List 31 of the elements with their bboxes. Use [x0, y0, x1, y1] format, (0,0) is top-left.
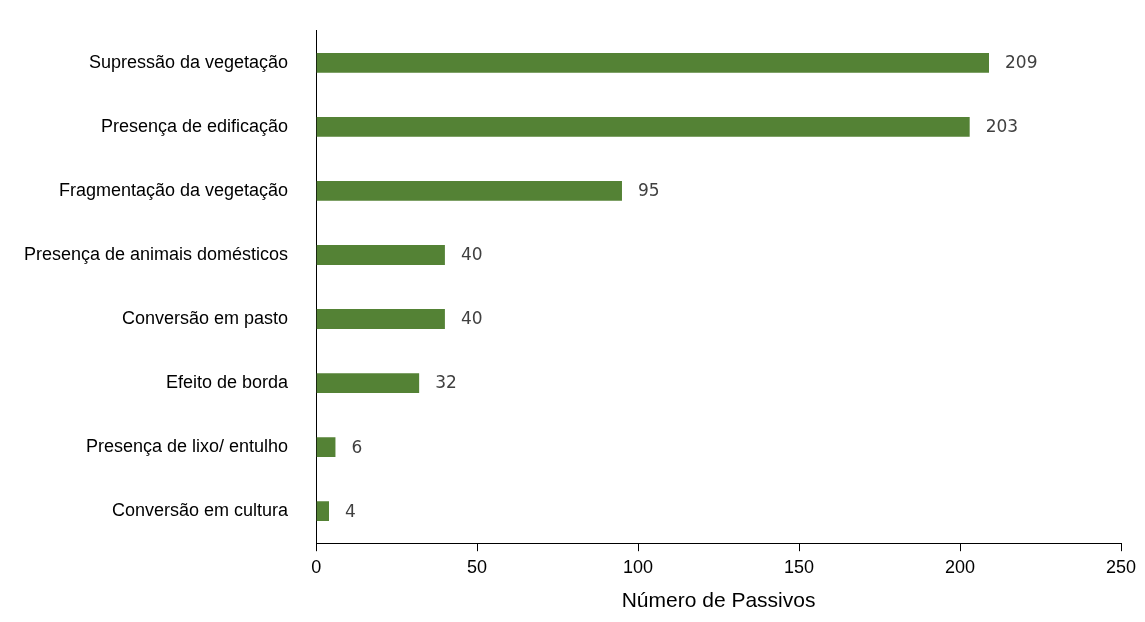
y-tick-label: Presença de animais domésticos: [23, 243, 289, 264]
data-label: 209: [1005, 52, 1038, 73]
data-label: 6: [351, 436, 363, 457]
bar: [316, 501, 330, 522]
y-tick-label: Presença de edificação: [101, 115, 289, 136]
data-label: 95: [637, 180, 660, 201]
x-tick-label: 250: [1105, 556, 1137, 577]
bar: [316, 309, 445, 329]
y-tick-label: Conversão em pasto: [122, 307, 289, 328]
x-tick-label: 100: [623, 556, 654, 577]
data-label: 32: [435, 372, 457, 393]
data-label: 4: [345, 500, 356, 521]
bar: [316, 181, 622, 201]
bar: [316, 245, 445, 265]
data-label: 40: [460, 244, 483, 265]
bar: [316, 373, 420, 393]
y-tick-label: Supressão da vegetação: [88, 51, 289, 72]
y-tick-label: Presença de lixo/ entulho: [85, 436, 289, 457]
bar: [316, 52, 989, 73]
bar: [316, 116, 970, 137]
x-axis-title: Número de Passivos: [621, 588, 816, 612]
y-tick-label: Efeito de borda: [166, 372, 290, 393]
y-tick-label: Fragmentação da vegetação: [58, 179, 289, 200]
x-tick-label: 0: [311, 556, 322, 577]
x-tick-label: 50: [467, 556, 488, 577]
bar: [316, 437, 336, 458]
x-tick-label: 200: [945, 556, 976, 577]
y-tick-label: Conversão em cultura: [112, 500, 290, 521]
data-label: 40: [460, 308, 483, 329]
x-tick-label: 150: [784, 556, 815, 577]
data-label: 203: [985, 116, 1019, 137]
